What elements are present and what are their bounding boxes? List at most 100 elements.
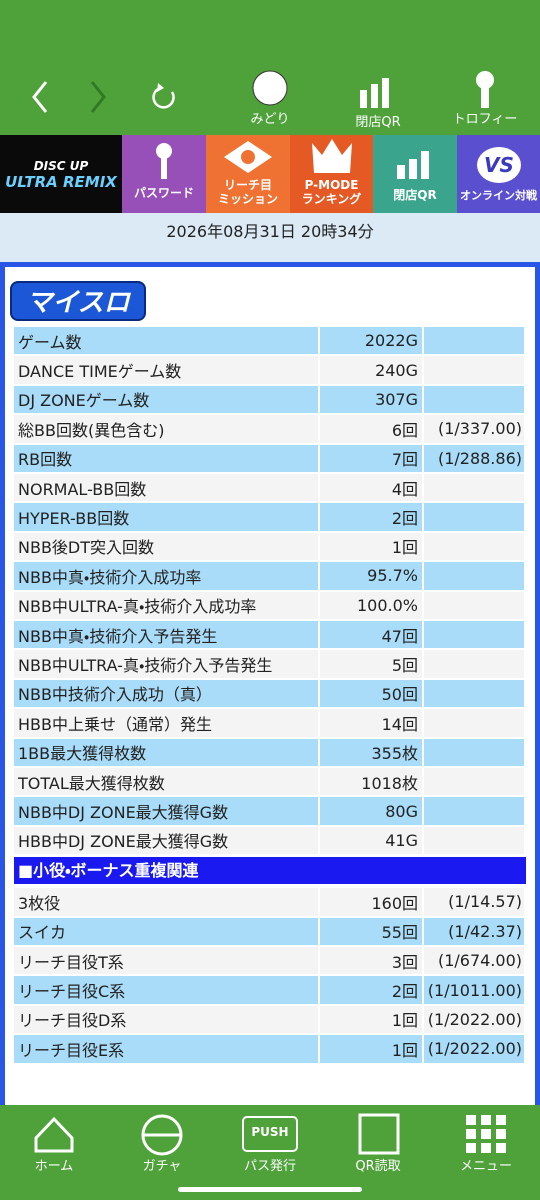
nav-home[interactable]: ホーム [34,1159,74,1174]
logo-tile[interactable]: DISC UP ULTRA REMIX [0,135,122,213]
pmode-tile[interactable]: P-MODE ランキング [290,135,373,213]
table-row: 総BB回数(異色含む) 6回 (1/337.00) [14,415,526,443]
home-icon[interactable] [34,1116,74,1153]
table-row: NBB中真・技術介入予告発生 47回 [14,621,526,649]
table-row: HBB中DJ ZONE最大獲得G数 41G [14,826,526,855]
row-rate [424,709,524,737]
qr-bar [371,84,378,108]
nav-gacha[interactable]: ガチャ [142,1159,182,1174]
panel-title: マイスロ [10,281,146,321]
reload-button[interactable] [152,86,175,109]
tile-label: ランキング [301,192,362,206]
row-label: 1BB最大獲得枚数 [14,738,318,766]
trophy-body [481,88,489,108]
table-row: NBB中DJ ZONE最大獲得G数 80G [14,797,526,825]
row-value: 55回 [320,917,422,945]
tile-label: 閉店QR [393,188,437,202]
row-rate [424,474,524,502]
nav-pass[interactable]: パス発行 [243,1159,296,1174]
table-row: ゲーム数 2022G [14,327,526,355]
table-row: TOTAL最大獲得枚数 1018枚 [14,768,526,796]
row-value: 160回 [320,888,422,916]
nav-midori[interactable]: みどり [250,112,290,127]
logo-top: DISC UP [33,159,89,173]
logo-bottom: ULTRA REMIX [5,173,117,191]
row-label: リーチ目役D系 [14,1005,318,1034]
row-label: 3枚役 [14,888,318,916]
row-value: 240G [320,356,422,384]
tile-label: ミッション [217,192,278,206]
nav-qr[interactable]: QR読取 [355,1159,401,1174]
bottom-nav [0,1105,540,1200]
table-row: RB回数 7回 (1/288.86) [14,444,526,472]
reach-tile[interactable]: リーチ目 ミッション [206,135,290,213]
top-nav-icons [32,70,494,113]
qr-bar [360,90,367,108]
row-rate [424,385,524,414]
password-tile[interactable]: パスワード [122,135,206,213]
row-label: NBB中ULTRA-真・技術介入予告発生 [14,650,318,678]
closing-qr-tile[interactable]: 閉店QR [373,135,457,213]
row-value: 307G [320,385,422,414]
midori-icon[interactable] [252,70,288,106]
row-value: 1018枚 [320,768,422,796]
row-value: 355枚 [320,738,422,766]
row-rate [424,679,524,708]
row-rate: (1/2022.00) [424,1005,524,1034]
row-rate [424,503,524,531]
row-value: 5回 [320,650,422,678]
table-row: リーチ目役E系 1回 (1/2022.00) [14,1035,526,1063]
table-row: NBB中真・技術介入成功率 95.7% [14,562,526,590]
qr-bar[interactable] [382,78,389,108]
row-label: HBB中DJ ZONE最大獲得G数 [14,826,318,855]
table-row: DJ ZONEゲーム数 307G [14,385,526,414]
qr-read-icon[interactable] [358,1113,400,1155]
row-label: NBB後DT突入回数 [14,532,318,561]
row-rate: (1/674.00) [424,947,524,975]
row-label: ゲーム数 [14,327,318,355]
reach-icon [224,141,272,173]
table-row: リーチ目役T系 3回 (1/674.00) [14,947,526,975]
nav-menu[interactable]: メニュー [459,1159,512,1174]
row-value: 1回 [320,1005,422,1034]
row-label: リーチ目役T系 [14,947,318,975]
pass-icon[interactable] [242,1116,298,1152]
row-rate [424,797,524,825]
online-tile[interactable]: VS オンライン対戦 [457,135,540,213]
forward-button[interactable] [90,81,106,113]
row-value: 1回 [320,1035,422,1063]
row-label: RB回数 [14,444,318,472]
qr-icon [397,151,429,179]
row-value: 6回 [320,415,422,443]
row-label: スイカ [14,917,318,945]
row-value: 95.7% [320,562,422,590]
row-value: 50回 [320,679,422,708]
menu-icon[interactable] [466,1115,506,1153]
row-label: リーチ目役E系 [14,1035,318,1063]
table-row: NBB中ULTRA-真・技術介入予告発生 5回 [14,650,526,678]
table-row: NORMAL-BB回数 4回 [14,474,526,502]
row-rate: (1/42.37) [424,917,524,945]
row-value: 47回 [320,621,422,649]
section-header: ■小役・ボーナス重複関連 [14,857,526,885]
row-value: 3回 [320,947,422,975]
row-rate: (1/1011.00) [424,976,524,1004]
trophy-icon[interactable] [476,71,494,89]
row-value: 100.0% [320,591,422,619]
table-row: HYPER-BB回数 2回 [14,503,526,531]
row-value: 4回 [320,474,422,502]
bottom-nav-icons [34,1113,506,1192]
row-label: リーチ目役C系 [14,976,318,1004]
nav-closing-qr[interactable]: 閉店QR [355,115,401,130]
row-label: NBB中真・技術介入成功率 [14,562,318,590]
back-button[interactable] [32,81,48,113]
row-label: TOTAL最大獲得枚数 [14,768,318,796]
row-rate: (1/2022.00) [424,1035,524,1063]
table-row: リーチ目役D系 1回 (1/2022.00) [14,1005,526,1034]
row-value: 2回 [320,503,422,531]
nav-trophy[interactable]: トロフィー [452,112,518,127]
row-label: 総BB回数(異色含む) [14,415,318,443]
row-label: NBB中ULTRA-真・技術介入成功率 [14,591,318,619]
row-value: 2022G [320,327,422,355]
tile-label: パスワード [133,186,194,200]
